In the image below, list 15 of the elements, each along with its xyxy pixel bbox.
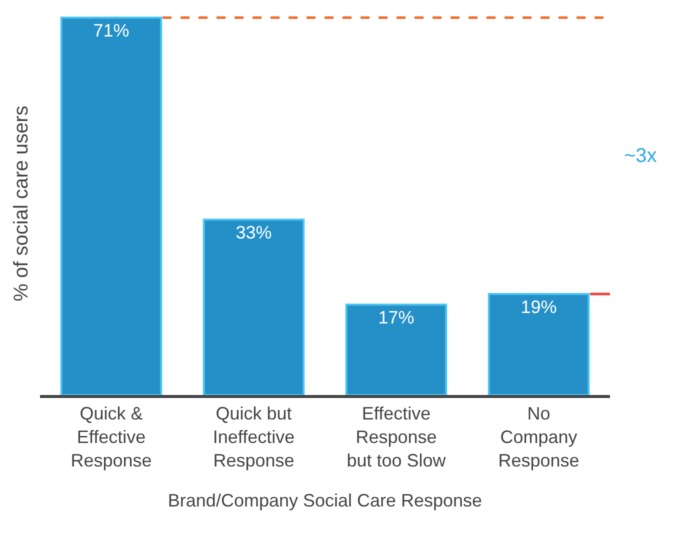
data-label: 33% <box>236 222 272 243</box>
data-label: 71% <box>93 20 130 41</box>
data-label: 17% <box>378 308 414 328</box>
x-tick-label: Quick but Ineffective Response <box>212 404 295 470</box>
x-tick-label: No Company Response <box>498 404 580 470</box>
bar <box>345 304 448 395</box>
y-axis-title: % of social care users <box>10 106 32 302</box>
bar <box>202 218 305 395</box>
bar <box>488 293 590 395</box>
data-label: 19% <box>520 297 557 318</box>
bar <box>60 16 162 395</box>
text: ~3x <box>624 145 657 167</box>
x-tick-label: Effective Response but too Slow <box>346 404 447 470</box>
x-tick-label: Quick & Effective Response <box>70 404 152 470</box>
x-axis-title: Brand/Company Social Care Response <box>168 490 482 510</box>
